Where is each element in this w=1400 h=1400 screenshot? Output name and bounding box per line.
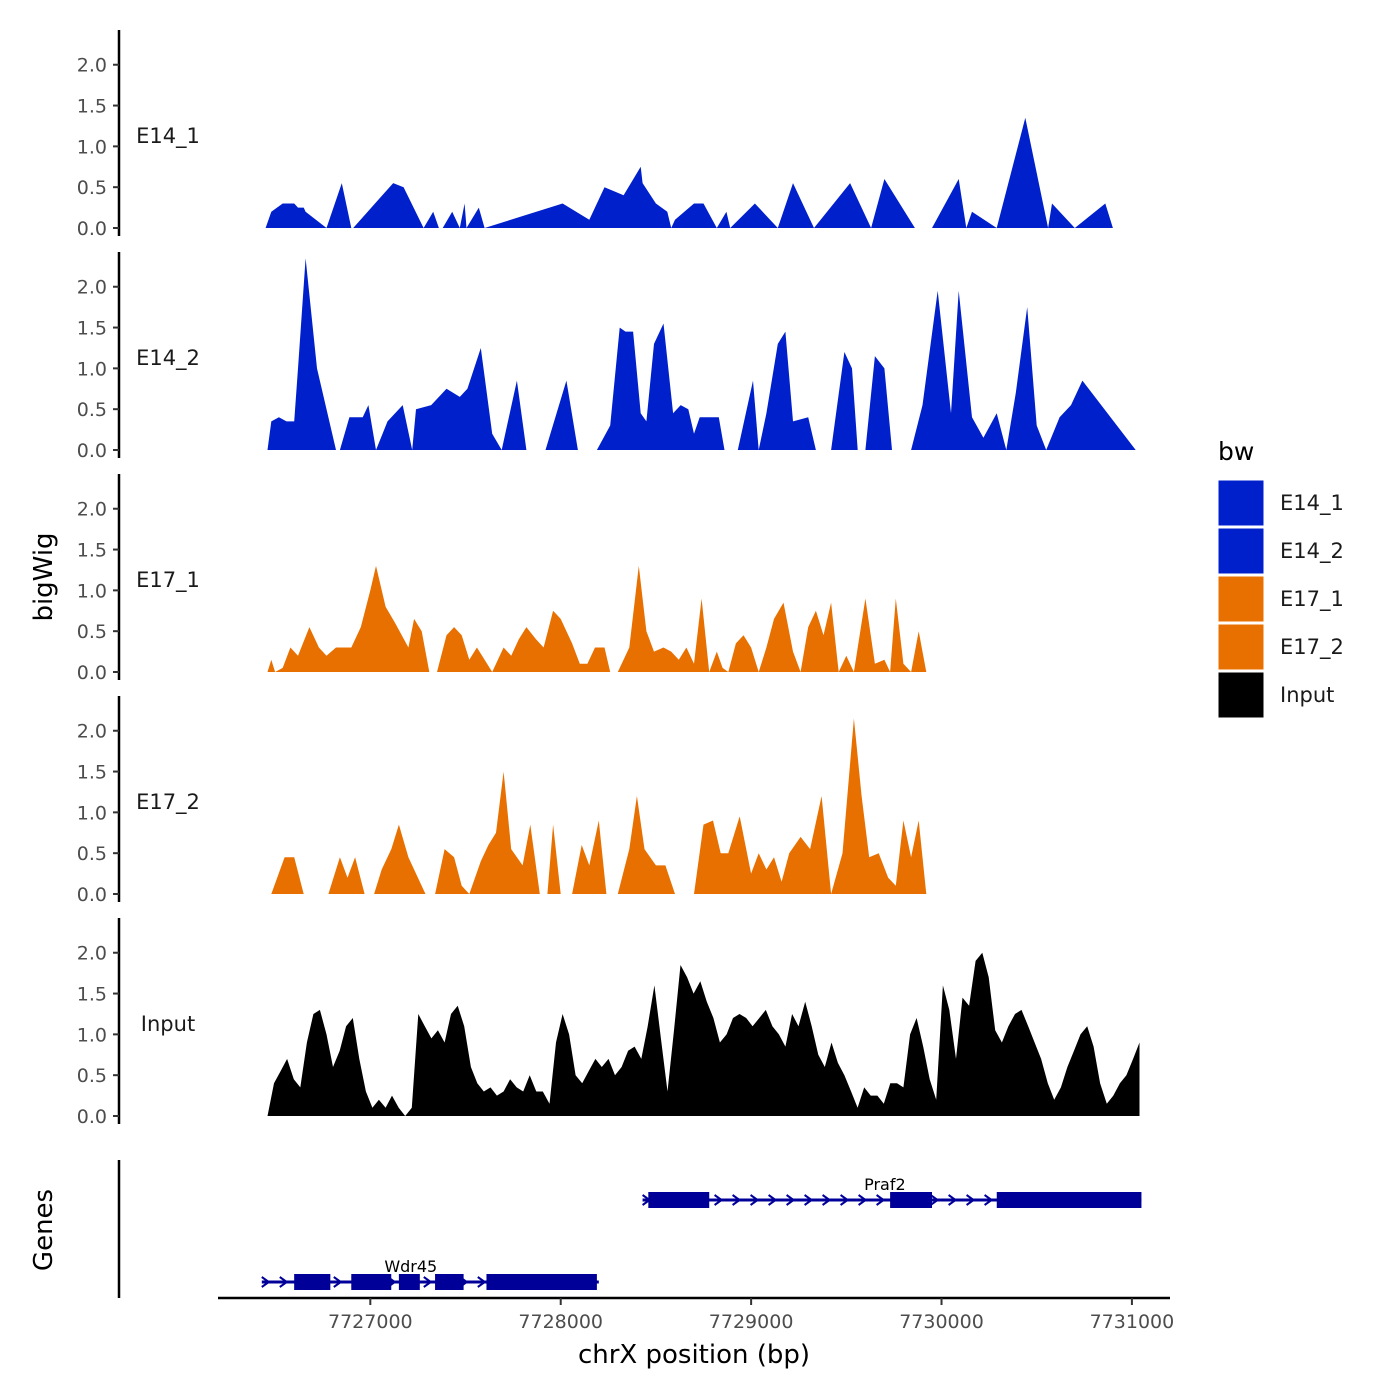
strand-arrow: [477, 1276, 487, 1288]
y-tick-label: 1.0: [77, 580, 107, 602]
strand-arrow: [750, 1194, 760, 1206]
y-tick-label: 2.0: [77, 943, 107, 965]
strand-arrow: [948, 1194, 958, 1206]
legend-swatch: [1217, 575, 1265, 623]
track-label-e14_2: E14_2: [136, 346, 200, 371]
strand-arrow: [333, 1276, 343, 1288]
x-tick-label: 7731000: [1090, 1311, 1175, 1333]
signal-area-e14_2: [267, 258, 1136, 450]
y-tick-label: 0.5: [77, 843, 107, 865]
gene-exon: [486, 1274, 597, 1290]
y-tick-label: 0.0: [77, 884, 107, 906]
gene-exon: [648, 1192, 710, 1208]
y-tick-label: 1.5: [77, 96, 107, 118]
x-axis-title: chrX position (bp): [578, 1340, 810, 1370]
track-label-e14_1: E14_1: [136, 124, 200, 149]
signal-area-input: [267, 952, 1140, 1116]
y-tick-label: 1.0: [77, 136, 107, 158]
track-panel-e17_2: 0.0 0.5 1.0 1.5 2.0 E17_2: [77, 696, 927, 906]
strand-arrow: [876, 1194, 886, 1206]
strand-arrow: [279, 1276, 289, 1288]
gene-exon: [996, 1192, 1142, 1208]
legend-label: E17_1: [1280, 587, 1344, 612]
gene-label: Wdr45: [384, 1257, 437, 1276]
strand-arrow: [840, 1194, 850, 1206]
legend-swatch: [1217, 623, 1265, 671]
y-tick-label: 0.0: [77, 440, 107, 462]
legend-swatch: [1217, 527, 1265, 575]
legend-title: bw: [1218, 437, 1254, 466]
y-axis-title-bigwig: bigWig: [29, 532, 59, 621]
y-tick-label: 1.5: [77, 762, 107, 784]
signal-area-e14_1: [265, 117, 1152, 228]
strand-arrow: [930, 1194, 940, 1206]
gene-exon: [435, 1274, 464, 1290]
y-tick-label: 2.0: [77, 277, 107, 299]
y-tick-label: 0.0: [77, 1106, 107, 1128]
y-tick-label: 0.5: [77, 621, 107, 643]
y-tick-label: 0.5: [77, 1065, 107, 1087]
strand-arrow: [732, 1194, 742, 1206]
gene-exon: [398, 1274, 420, 1290]
strand-arrow: [423, 1276, 433, 1288]
y-tick-label: 1.0: [77, 358, 107, 380]
strand-arrow: [984, 1194, 994, 1206]
legend-label: E14_1: [1280, 491, 1344, 516]
strand-arrow: [822, 1194, 832, 1206]
y-tick-label: 1.5: [77, 318, 107, 340]
signal-area-e17_2: [271, 718, 927, 894]
strand-arrow: [261, 1276, 271, 1288]
legend: bw E14_1 E14_2 E17_1 E17_2 Input: [1217, 437, 1344, 719]
y-tick-label: 1.0: [77, 1024, 107, 1046]
strand-arrow: [804, 1194, 814, 1206]
y-tick-label: 1.5: [77, 984, 107, 1006]
legend-swatch: [1217, 671, 1265, 719]
strand-arrow: [714, 1194, 724, 1206]
gene-exon: [294, 1274, 331, 1290]
y-tick-label: 0.0: [77, 218, 107, 240]
x-axis: 7727000 7728000 7729000 7730000 7731000: [218, 1296, 1175, 1333]
y-tick-label: 0.0: [77, 662, 107, 684]
y-tick-label: 2.0: [77, 499, 107, 521]
x-tick-label: 7729000: [709, 1311, 794, 1333]
track-label-e17_2: E17_2: [136, 790, 200, 815]
track-label-e17_1: E17_1: [136, 568, 200, 593]
gene-praf2: Praf2: [642, 1175, 1142, 1208]
track-panel-e17_1: 0.0 0.5 1.0 1.5 2.0 E17_1: [77, 474, 927, 684]
signal-area-e17_1: [267, 565, 927, 672]
x-tick-label: 7727000: [328, 1311, 413, 1333]
y-axis-title-genes: Genes: [29, 1189, 59, 1271]
legend-swatch: [1217, 479, 1265, 527]
strand-arrow: [768, 1194, 778, 1206]
x-tick-label: 7728000: [518, 1311, 603, 1333]
gene-exon: [890, 1192, 932, 1208]
track-panel-input: 0.0 0.5 1.0 1.5 2.0 Input: [77, 918, 1140, 1128]
legend-label: E17_2: [1280, 635, 1344, 660]
track-label-input: Input: [141, 1012, 195, 1036]
strand-arrow: [966, 1194, 976, 1206]
y-tick-label: 0.5: [77, 399, 107, 421]
gene-annotation-panel: Praf2 Wdr45: [117, 1160, 1142, 1298]
legend-label: E14_2: [1280, 539, 1344, 564]
signal-tracks: 0.0 0.5 1.0 1.5 2.0 E14_1 0.0 0.5 1.0 1.5 2.0 E14_2…: [77, 30, 1152, 1128]
y-tick-label: 2.0: [77, 721, 107, 743]
strand-arrow: [786, 1194, 796, 1206]
legend-label: Input: [1280, 683, 1334, 707]
y-tick-label: 0.5: [77, 177, 107, 199]
y-tick-label: 2.0: [77, 55, 107, 77]
x-tick-label: 7730000: [899, 1311, 984, 1333]
track-panel-e14_2: 0.0 0.5 1.0 1.5 2.0 E14_2: [77, 252, 1136, 462]
gene-label: Praf2: [864, 1175, 906, 1194]
gene-exon: [351, 1274, 392, 1290]
track-panel-e14_1: 0.0 0.5 1.0 1.5 2.0 E14_1: [77, 30, 1152, 240]
gene-wdr45: Wdr45: [261, 1257, 599, 1290]
y-tick-label: 1.5: [77, 540, 107, 562]
y-tick-label: 1.0: [77, 802, 107, 824]
strand-arrow: [858, 1194, 868, 1206]
